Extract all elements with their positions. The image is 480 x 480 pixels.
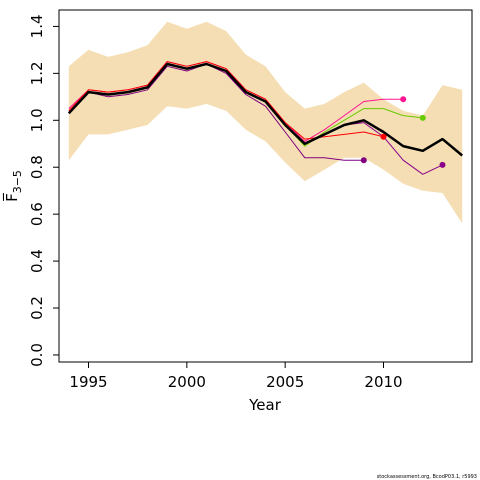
series-line-1 — [67, 62, 463, 157]
x-axis-title: Year — [248, 396, 282, 414]
confidence-band — [68, 21, 463, 224]
y-axis-title-subscript: 3−5 — [11, 170, 24, 193]
x-axis: 1995 2000 2005 2010 — [69, 362, 403, 391]
y-axis-title-main: F̅ — [2, 192, 21, 202]
series-endpoint-5 — [360, 157, 367, 164]
series-endpoint-4 — [380, 133, 387, 140]
series-line-4 — [68, 61, 384, 140]
series-layer — [67, 61, 463, 175]
y-axis: 0.0 0.2 0.4 0.6 0.8 1.0 1.2 1.4 — [28, 14, 59, 367]
x-tick-label-2000: 2000 — [168, 373, 206, 391]
confidence-band-layer — [68, 21, 463, 224]
x-tick-label-2010: 2010 — [364, 373, 402, 391]
y-axis-title: F̅3−5 — [2, 170, 24, 202]
y-tick-label-0.6: 0.6 — [28, 202, 46, 226]
series-endpoint-2 — [419, 114, 426, 121]
y-tick-label-0.8: 0.8 — [28, 155, 46, 179]
y-tick-label-1.0: 1.0 — [28, 108, 46, 132]
x-tick-label-2005: 2005 — [266, 373, 304, 391]
plot-frame — [58, 9, 473, 363]
series-endpoint-3 — [400, 96, 407, 103]
endpoint-layer — [360, 96, 446, 168]
y-tick-label-1.2: 1.2 — [28, 61, 46, 85]
x-tick-label-1995: 1995 — [69, 373, 107, 391]
y-tick-label-0.2: 0.2 — [28, 296, 46, 320]
series-endpoint-6 — [439, 161, 446, 168]
footer-credit: stockassessment.org, BcodP03.1, r5993 — [376, 474, 477, 480]
y-tick-label-0.0: 0.0 — [28, 343, 46, 367]
y-tick-label-0.4: 0.4 — [28, 249, 46, 273]
y-tick-label-1.4: 1.4 — [28, 14, 46, 38]
